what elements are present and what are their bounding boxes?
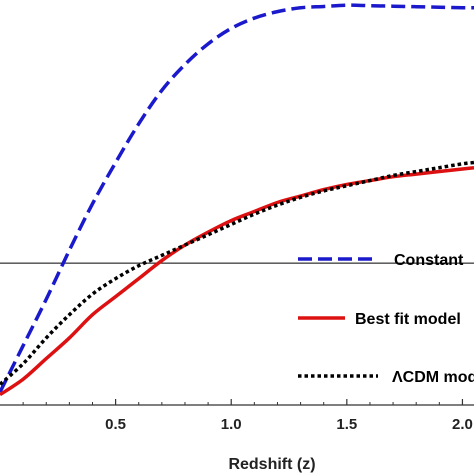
x-axis-title: Redshift (z) — [228, 456, 315, 473]
x-tick-label: 1.5 — [336, 416, 357, 433]
x-tick-label: 0.5 — [105, 416, 126, 433]
series-line-best-fit — [0, 165, 474, 397]
series-line-constant — [0, 3, 474, 393]
legend: Constant Best fit model ΛCDM model — [298, 252, 474, 386]
legend-label-lcdm: ΛCDM model — [392, 369, 474, 386]
legend-label-best-fit: Best fit model — [355, 311, 461, 328]
x-tick-label: 2.0 — [452, 416, 473, 433]
x-tick-label: 1.0 — [221, 416, 242, 433]
series-layer — [0, 3, 474, 397]
legend-label-constant: Constant — [394, 252, 464, 269]
x-ticks: 0.5 1.0 1.5 2.0 — [22, 399, 473, 433]
